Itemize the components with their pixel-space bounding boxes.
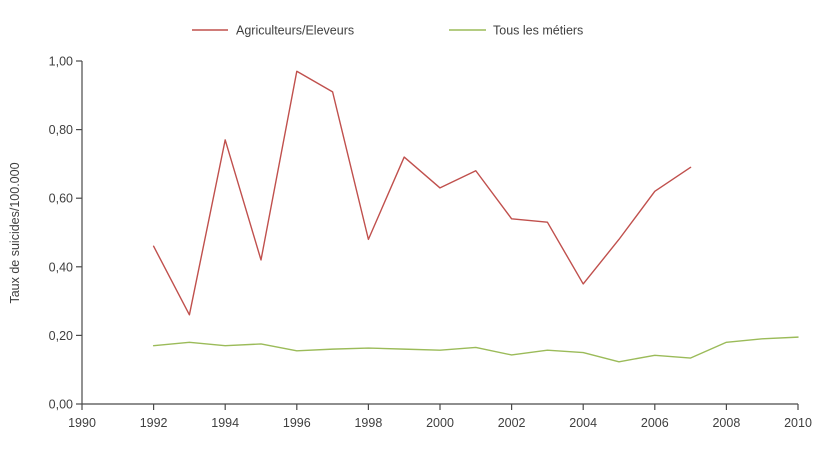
series-line-tous-les-m-tiers	[152, 336, 799, 363]
x-tick-label: 2006	[641, 416, 669, 430]
y-tick-label: 0,40	[49, 260, 73, 274]
x-tick-label: 2004	[569, 416, 597, 430]
x-tick-label: 2008	[712, 416, 740, 430]
series-line-agriculteurs-eleveurs	[152, 70, 692, 316]
x-tick-label: 2000	[426, 416, 454, 430]
x-tick-label: 1998	[354, 416, 382, 430]
legend-label-tous-metiers: Tous les métiers	[493, 24, 583, 38]
legend-label-agriculteurs: Agriculteurs/Eleveurs	[236, 24, 354, 38]
x-axis-ticks: 1990 1992 1994 1996 1998 2000 2002 2004 2006 2008…	[68, 404, 812, 430]
y-tick-label: 0,20	[49, 329, 73, 343]
x-tick-label: 2002	[498, 416, 526, 430]
x-tick-label: 2010	[784, 416, 812, 430]
y-axis-title: Taux de suicides/100.000	[8, 162, 22, 303]
chart-legend: Agriculteurs/Eleveurs Tous les métiers	[192, 24, 583, 38]
x-tick-label: 1996	[283, 416, 311, 430]
y-tick-label: 1,00	[49, 55, 73, 69]
x-tick-label: 1992	[140, 416, 168, 430]
y-tick-label: 0,00	[49, 398, 73, 412]
x-tick-label: 1990	[68, 416, 96, 430]
x-tick-label: 1994	[211, 416, 239, 430]
data-series	[152, 70, 799, 363]
axes	[81, 61, 798, 405]
y-tick-label: 0,60	[49, 192, 73, 206]
y-axis-ticks: 0,00 0,20 0,40 0,60 0,80 1,00	[49, 55, 82, 412]
y-tick-label: 0,80	[49, 123, 73, 137]
